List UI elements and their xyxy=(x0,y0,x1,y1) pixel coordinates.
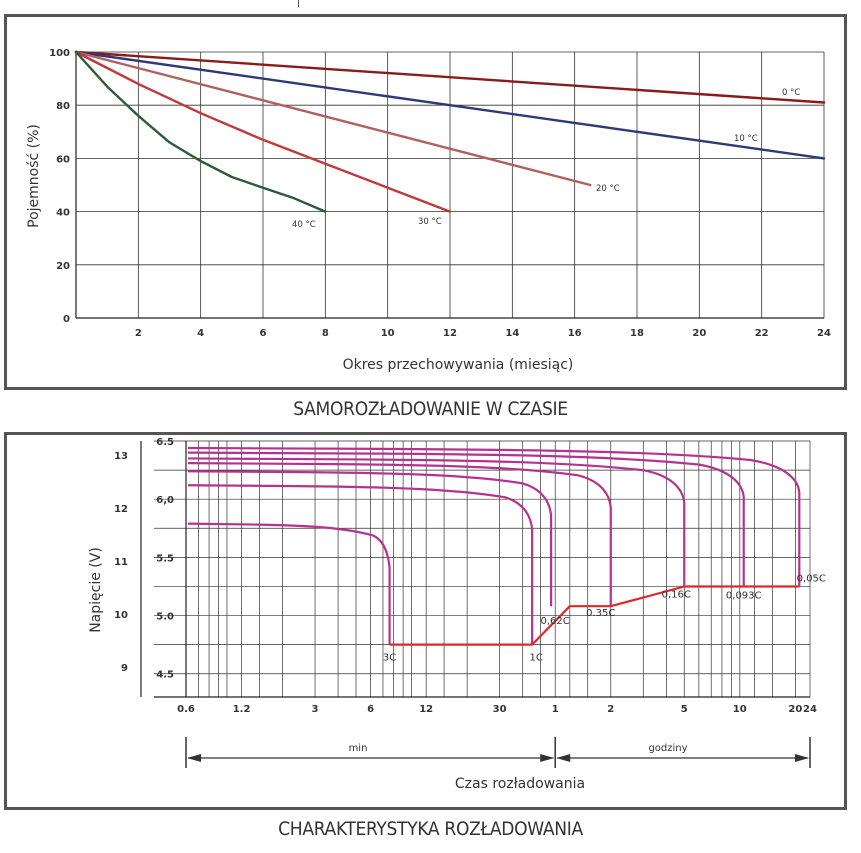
bottom-y-inner-tick-label: 4.5 xyxy=(156,670,174,681)
bottom-series-curve xyxy=(187,446,801,587)
bottom-series-label: 0,62C xyxy=(540,616,569,627)
bottom-range-bar xyxy=(185,737,811,768)
bottom-x-tick-label: 12 xyxy=(419,704,433,715)
top-x-tick-label: 16 xyxy=(568,328,582,339)
discharge-characteristic-caption: CHARAKTERYSTYKA ROZŁADOWANIA xyxy=(278,818,583,840)
bottom-x-tick-label: 1 xyxy=(552,704,559,715)
top-series-label: 20 °C xyxy=(596,184,620,194)
top-series-line xyxy=(74,50,826,160)
top-x-tick-label: 4 xyxy=(197,328,204,339)
top-x-tick-label: 2 xyxy=(135,328,142,339)
bottom-x-tick-label: 2 xyxy=(607,704,614,715)
bottom-series-curve xyxy=(187,451,745,587)
bottom-series-curve xyxy=(187,484,534,645)
bottom-x-tick-label: 0.6 xyxy=(177,704,195,715)
bottom-cutoff-path xyxy=(389,585,800,646)
bottom-x-tick-label: 24 xyxy=(803,704,817,715)
bottom-series-label: 3C xyxy=(383,653,396,664)
bottom-series-label: 0,16C xyxy=(662,589,691,600)
bottom-y-inner-tick-label: 6,0 xyxy=(156,495,174,506)
bottom-axes xyxy=(140,441,810,698)
range-label-min: min xyxy=(349,743,368,754)
top-y-tick-label: 0 xyxy=(63,314,70,325)
self-discharge-caption: SAMOROZŁADOWANIE W CZASIE xyxy=(293,398,568,420)
top-y-tick-label: 100 xyxy=(49,48,70,59)
top-y-axis-title: Pojemność (%) xyxy=(26,124,42,228)
top-x-tick-label: 22 xyxy=(755,328,769,339)
top-x-tick-label: 8 xyxy=(322,328,329,339)
top-series-line xyxy=(74,50,826,104)
discharge-characteristic-chart-frame xyxy=(4,432,847,810)
top-axes xyxy=(75,52,824,319)
top-x-tick-label: 24 xyxy=(817,328,831,339)
top-series-lines xyxy=(74,50,826,213)
top-series-label: 40 °C xyxy=(292,220,316,230)
discharge-characteristic-chart: 0.6 1.2 3 6 12 30 1 2 5 10 20 244.55.05.56,06.59101… xyxy=(88,437,826,792)
range-arrow-right-min xyxy=(540,754,555,762)
top-series-label: 10 °C xyxy=(734,134,758,144)
top-series-label: 30 °C xyxy=(418,217,442,227)
bottom-series-label: 1C xyxy=(529,653,542,664)
bottom-y-inner-tick-label: 6.5 xyxy=(156,437,174,448)
bottom-y-outer-tick-label: 11 xyxy=(114,557,128,568)
bottom-x-tick-label: 1.2 xyxy=(233,704,251,715)
bottom-series-curve xyxy=(187,462,612,607)
bottom-y-outer-tick-label: 10 xyxy=(114,610,128,621)
bottom-series-label: 0,093C xyxy=(726,590,762,601)
bottom-series-labels: 3C 1C 0,62C 0.35C 0,16C 0,093C 0,05C xyxy=(383,573,826,663)
range-label-hours: godziny xyxy=(648,743,687,754)
bottom-y-outer-tick-label: 13 xyxy=(114,451,128,462)
bottom-x-tick-label: 3 xyxy=(312,704,319,715)
bottom-x-tick-label: 20 xyxy=(788,704,802,715)
bottom-y-axis-title: Napięcie (V) xyxy=(88,547,104,633)
top-series-line xyxy=(74,50,592,187)
top-series-line xyxy=(74,50,452,213)
bottom-tick-labels: 0.6 1.2 3 6 12 30 1 2 5 10 20 244.55.05.56,06.59101… xyxy=(114,437,817,715)
bottom-x-axis-title: Czas rozładowania xyxy=(455,776,585,792)
top-grid xyxy=(76,51,825,318)
top-y-tick-label: 40 xyxy=(56,208,70,219)
range-arrow-right-hours xyxy=(795,754,809,762)
bottom-x-tick-label: 6 xyxy=(367,704,374,715)
bottom-series-curve xyxy=(187,457,686,587)
top-y-tick-label: 20 xyxy=(56,261,70,272)
bottom-y-outer-tick-label: 9 xyxy=(121,663,128,674)
bottom-y-inner-tick-label: 5.0 xyxy=(156,612,174,623)
top-x-tick-label: 6 xyxy=(260,328,267,339)
top-x-axis-title: Okres przechowywania (miesiąc) xyxy=(343,357,574,373)
top-series-line xyxy=(74,50,327,213)
bottom-x-tick-label: 10 xyxy=(733,704,747,715)
bottom-grid xyxy=(154,440,811,697)
top-x-tick-label: 20 xyxy=(692,328,706,339)
top-y-tick-label: 60 xyxy=(56,154,70,165)
top-y-tick-label: 80 xyxy=(56,101,70,112)
range-arrow-left-min xyxy=(187,754,201,762)
top-x-tick-label: 14 xyxy=(505,328,519,339)
bottom-series-curve xyxy=(187,522,391,645)
bottom-y-inner-tick-label: 5.5 xyxy=(156,553,174,564)
bottom-cutoff-line xyxy=(389,585,800,646)
bottom-series-curve xyxy=(187,470,553,607)
top-x-tick-label: 12 xyxy=(443,328,457,339)
range-arrow-left-hours xyxy=(556,754,571,762)
bottom-y-outer-tick-label: 12 xyxy=(114,504,128,515)
bottom-x-tick-label: 30 xyxy=(493,704,507,715)
top-series-label: 0 °C xyxy=(782,88,800,98)
top-x-tick-label: 10 xyxy=(381,328,395,339)
top-x-tick-label: 18 xyxy=(630,328,644,339)
top-edge-tick xyxy=(298,0,299,7)
bottom-series-label: 0.35C xyxy=(586,608,615,619)
bottom-series-label: 0,05C xyxy=(797,573,826,584)
top-series-labels: 0 °C 10 °C 20 °C 30 °C 40 °C xyxy=(292,88,800,230)
bottom-x-tick-label: 5 xyxy=(681,704,688,715)
bottom-series-lines xyxy=(187,446,801,645)
